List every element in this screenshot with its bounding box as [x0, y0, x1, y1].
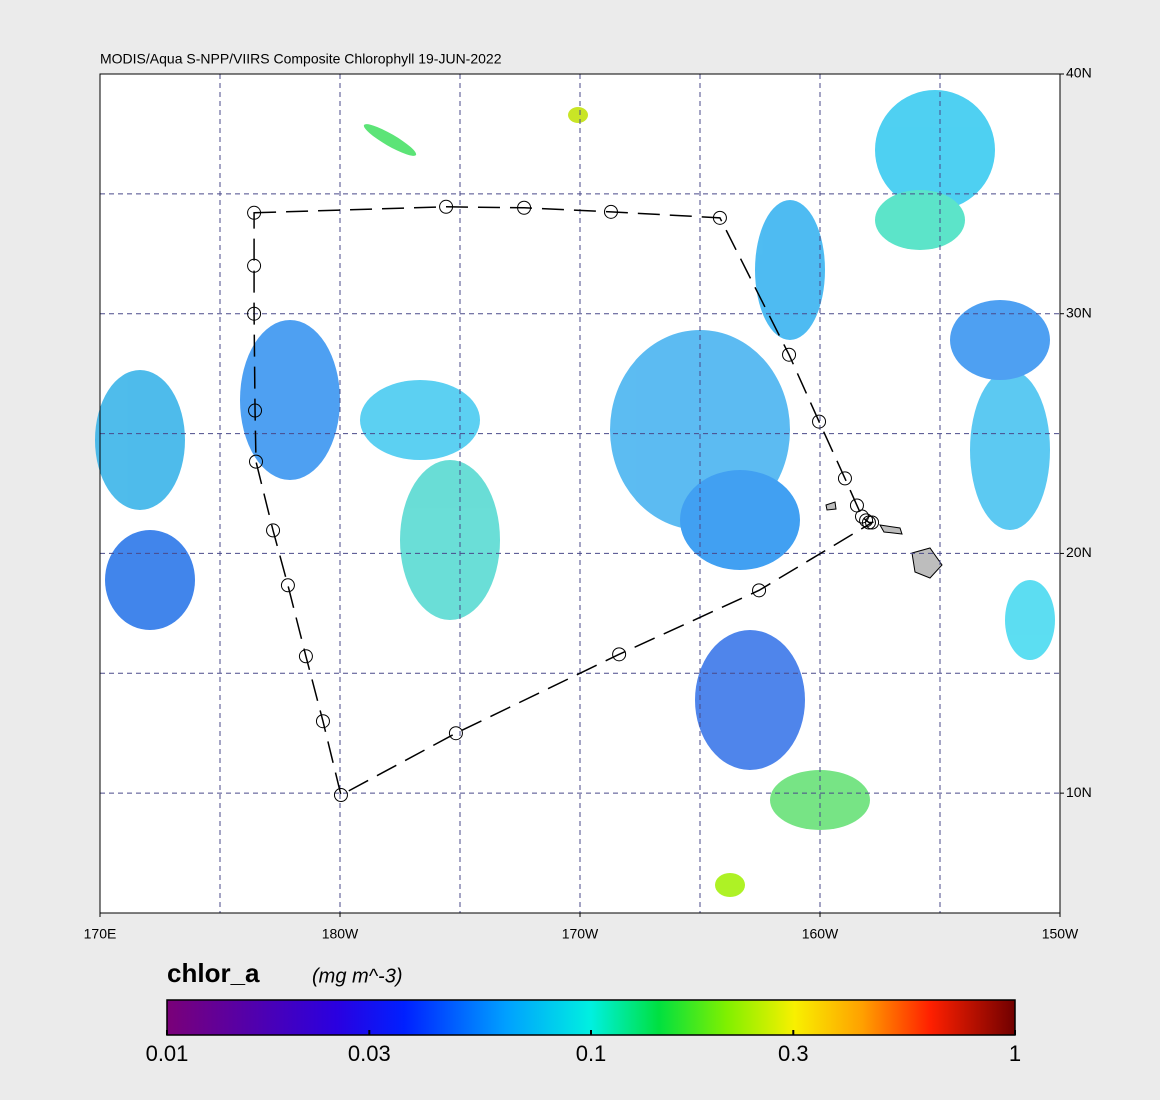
island [911, 547, 943, 579]
cruise-track [253, 206, 875, 797]
station [712, 210, 727, 225]
station [812, 414, 827, 429]
x-tick-label: 150W [1042, 926, 1079, 942]
chlorophyll-patches [95, 90, 1055, 897]
colorbar-tick-label: 1 [1009, 1041, 1021, 1066]
colorbar [166, 999, 1016, 1036]
colorbar-units: (mg m^-3) [312, 965, 403, 987]
y-tick-label: 30N [1066, 304, 1092, 320]
station [837, 471, 852, 486]
station [249, 454, 263, 469]
station [517, 200, 532, 215]
y-tick-label: 10N [1066, 784, 1092, 800]
x-tick-label: 180W [322, 926, 359, 942]
y-tick-label: 40N [1066, 65, 1092, 81]
station [865, 515, 880, 530]
x-tick-label: 170W [562, 926, 599, 942]
station [782, 347, 797, 362]
station [603, 204, 618, 219]
x-tick-label: 160W [802, 926, 839, 942]
station [439, 199, 454, 214]
colorbar-tick-label: 0.01 [146, 1041, 189, 1066]
station [248, 403, 263, 418]
station [280, 578, 295, 593]
station [612, 647, 627, 662]
island [879, 524, 903, 535]
station [752, 583, 767, 598]
station [298, 649, 313, 664]
x-tick-label: 170E [84, 926, 117, 942]
station [861, 515, 876, 530]
map-title: MODIS/Aqua S-NPP/VIIRS Composite Chlorop… [100, 51, 502, 67]
colorbar-tick-label: 0.1 [576, 1041, 607, 1066]
station [448, 726, 463, 741]
station [333, 788, 348, 803]
station [247, 205, 262, 220]
station [247, 306, 262, 321]
grid [100, 74, 1060, 913]
colorbar-tick-label: 0.03 [348, 1041, 391, 1066]
island [825, 501, 837, 511]
station [266, 523, 281, 538]
station [247, 258, 262, 273]
station [315, 714, 330, 729]
colorbar-label: chlor_a [167, 958, 260, 988]
station [859, 513, 874, 528]
colorbar-tick-label: 0.3 [778, 1041, 809, 1066]
y-tick-label: 20N [1066, 544, 1092, 560]
